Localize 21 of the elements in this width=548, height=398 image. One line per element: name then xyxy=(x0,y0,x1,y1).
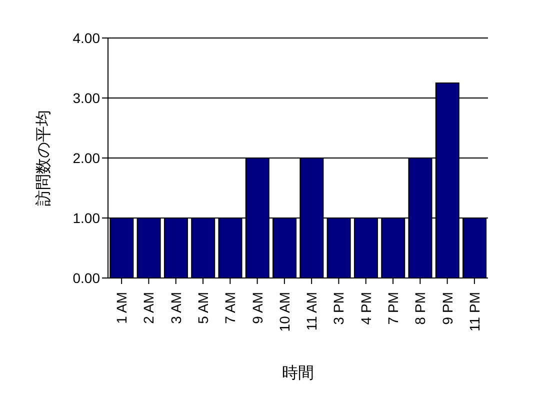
x-tick-label: 7 AM xyxy=(222,292,238,324)
x-tick-label: 9 AM xyxy=(249,292,266,324)
x-tick-label: 8 PM xyxy=(412,292,428,325)
y-axis-title: 訪問数の平均 xyxy=(34,110,53,206)
x-axis-title: 時間 xyxy=(282,364,314,382)
x-tick-label: 3 PM xyxy=(330,292,347,325)
x-tick-label: 11 AM xyxy=(304,292,320,331)
x-tick-label: 10 AM xyxy=(276,292,292,332)
y-tick-label: 3.00 xyxy=(72,90,100,106)
y-tick-label: 1.00 xyxy=(72,210,100,226)
x-tick-label: 9 PM xyxy=(439,292,456,325)
x-tick-label: 3 AM xyxy=(168,292,184,324)
x-tick-label: 11 PM xyxy=(466,292,482,332)
x-tick-label: 4 PM xyxy=(358,292,374,325)
y-tick-label: 2.00 xyxy=(72,150,100,166)
y-tick-label: 0.00 xyxy=(72,270,100,286)
x-tick-label: 1 AM xyxy=(114,292,130,324)
y-tick-label: 4.00 xyxy=(72,30,100,46)
x-tick-label: 5 AM xyxy=(195,292,211,324)
x-tick-label: 7 PM xyxy=(385,292,401,325)
x-tick-label: 2 AM xyxy=(140,292,157,324)
